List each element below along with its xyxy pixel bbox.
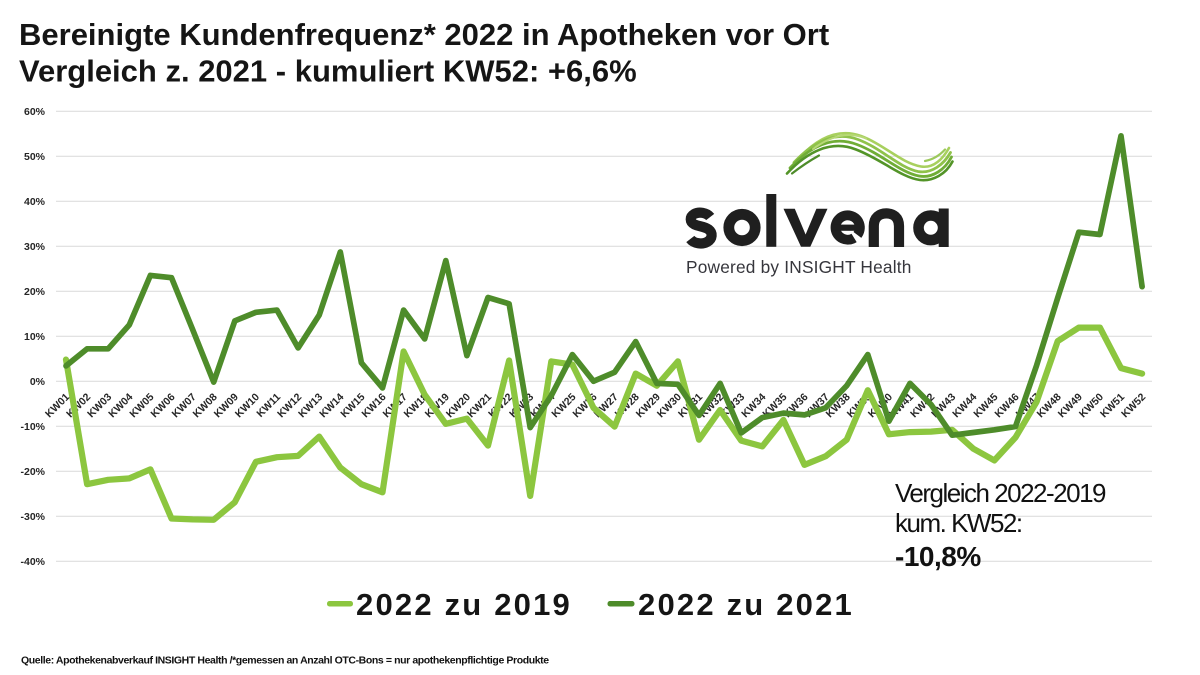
svg-text:-10,8%: -10,8%: [895, 541, 981, 572]
svg-text:-20%: -20%: [20, 466, 45, 478]
svg-text:30%: 30%: [24, 241, 46, 253]
svg-text:0%: 0%: [30, 376, 46, 388]
svg-text:Powered by INSIGHT Health: Powered by INSIGHT Health: [686, 257, 912, 277]
svg-text:-40%: -40%: [20, 556, 45, 568]
svg-text:20%: 20%: [24, 286, 46, 298]
svg-text:50%: 50%: [24, 151, 46, 163]
svg-text:Quelle: Apothekenabverkauf INS: Quelle: Apothekenabverkauf INSIGHT Healt…: [21, 655, 549, 667]
svg-text:kum. KW52:: kum. KW52:: [895, 508, 1022, 538]
svg-text:-10%: -10%: [20, 421, 45, 433]
svg-text:2022 zu 2021: 2022 zu 2021: [638, 587, 854, 622]
svg-text:-30%: -30%: [20, 511, 45, 523]
svg-text:Vergleich z. 2021 - kumuliert: Vergleich z. 2021 - kumuliert KW52: +6,6…: [19, 54, 637, 89]
svg-text:10%: 10%: [24, 331, 46, 343]
svg-text:40%: 40%: [24, 196, 46, 208]
svg-text:Vergleich 2022-2019: Vergleich 2022-2019: [895, 478, 1106, 508]
svg-text:60%: 60%: [24, 106, 46, 118]
svg-text:2022 zu 2019: 2022 zu 2019: [356, 587, 572, 622]
svg-text:Bereinigte Kundenfrequenz* 202: Bereinigte Kundenfrequenz* 2022 in Apoth…: [19, 17, 829, 52]
